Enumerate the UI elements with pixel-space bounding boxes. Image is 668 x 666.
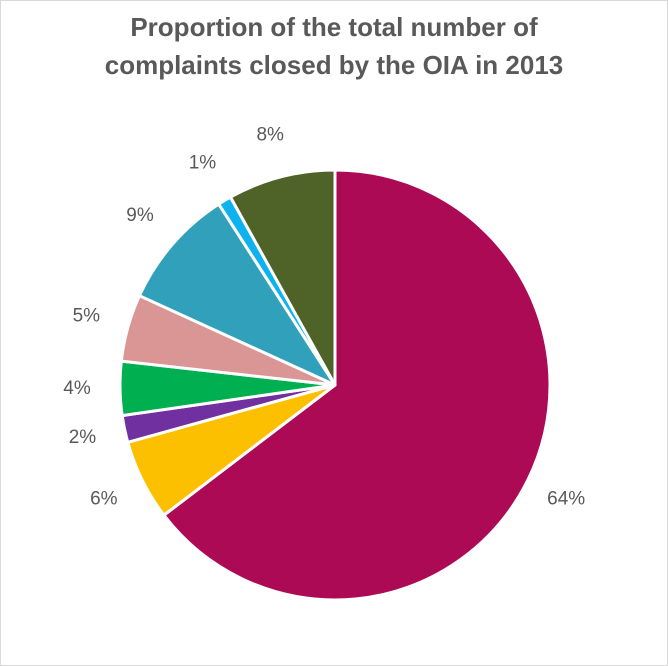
pie-labels: 64% 6% 2% 4% 5% 9% 1% 8% xyxy=(63,124,585,509)
pie-slice-label-4: 5% xyxy=(73,305,101,326)
pie-slice-label-7: 8% xyxy=(256,124,284,145)
pie-slice-label-2: 2% xyxy=(69,427,97,448)
pie-slices xyxy=(118,168,552,602)
pie-slice-label-1: 6% xyxy=(90,489,118,510)
pie-slice-label-3: 4% xyxy=(63,378,91,399)
chart-title-line-1: Proportion of the total number of xyxy=(130,12,538,42)
pie-slice-label-6: 1% xyxy=(189,153,217,174)
pie-slice-5 xyxy=(137,202,337,387)
pie-slice-label-5: 9% xyxy=(126,205,154,226)
pie-slice-0 xyxy=(162,168,552,602)
chart-title: Proportion of the total number of compla… xyxy=(0,8,668,84)
chart-title-line-2: complaints closed by the OIA in 2013 xyxy=(104,50,564,80)
pie-slice-label-0: 64% xyxy=(547,489,585,510)
pie-slice-7 xyxy=(228,168,337,387)
